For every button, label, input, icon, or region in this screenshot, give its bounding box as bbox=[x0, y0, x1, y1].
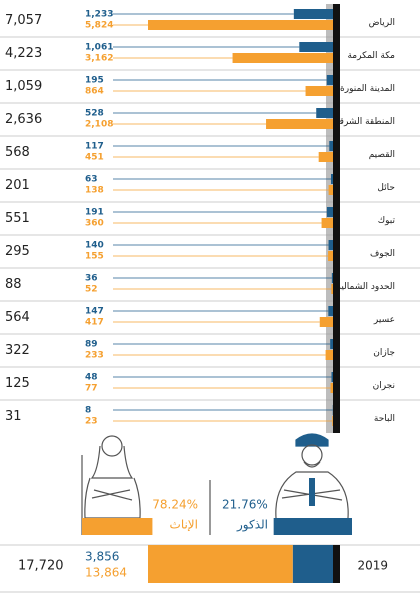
value-label: 155 bbox=[85, 252, 104, 262]
region-label: نجران bbox=[373, 381, 395, 391]
male-total: 3,856 bbox=[85, 550, 119, 564]
bar bbox=[325, 350, 333, 360]
value-label: 52 bbox=[85, 285, 98, 295]
bar bbox=[326, 75, 333, 85]
bar bbox=[232, 53, 333, 63]
bar bbox=[330, 339, 333, 349]
value-label: 417 bbox=[85, 318, 104, 328]
region-total: 564 bbox=[5, 310, 30, 325]
bar bbox=[328, 240, 333, 250]
value-label: 2,108 bbox=[85, 120, 113, 130]
value-label: 5,824 bbox=[85, 21, 113, 31]
value-label: 63 bbox=[85, 175, 98, 185]
bar bbox=[316, 108, 333, 118]
bar bbox=[326, 207, 333, 217]
value-label: 1,061 bbox=[85, 43, 113, 53]
value-label: 36 bbox=[85, 274, 98, 284]
region-total: 1,059 bbox=[5, 79, 42, 94]
value-label: 89 bbox=[85, 340, 98, 350]
baseline bbox=[333, 4, 340, 433]
region-total: 551 bbox=[5, 211, 30, 226]
value-label: 48 bbox=[85, 373, 98, 383]
region-label: الرياض bbox=[369, 18, 395, 28]
bar bbox=[330, 383, 333, 393]
region-total: 201 bbox=[5, 178, 30, 193]
region-total: 568 bbox=[5, 145, 30, 160]
region-total: 4,223 bbox=[5, 46, 42, 61]
value-label: 528 bbox=[85, 109, 104, 119]
value-label: 140 bbox=[85, 241, 104, 251]
male-share: 21.76% bbox=[222, 498, 268, 512]
region-total: 31 bbox=[5, 409, 22, 424]
year: 2019 bbox=[357, 559, 388, 573]
value-label: 864 bbox=[85, 87, 104, 97]
value-label: 233 bbox=[85, 351, 104, 361]
value-label: 8 bbox=[85, 406, 91, 416]
value-label: 451 bbox=[85, 153, 104, 163]
region-label: عسير bbox=[373, 315, 395, 325]
region-label: تبوك bbox=[378, 216, 396, 226]
summary-bar bbox=[148, 545, 293, 583]
bar bbox=[331, 372, 333, 382]
region-label: جازان bbox=[373, 348, 395, 358]
bar bbox=[321, 218, 333, 228]
value-label: 77 bbox=[85, 384, 98, 394]
bar bbox=[148, 20, 333, 30]
region-total: 88 bbox=[5, 277, 22, 292]
share-block bbox=[82, 518, 153, 535]
region-total: 7,057 bbox=[5, 13, 42, 28]
bar bbox=[330, 174, 333, 184]
man-figure bbox=[275, 433, 349, 519]
region-label: القصيم bbox=[369, 150, 395, 160]
value-label: 191 bbox=[85, 208, 104, 218]
value-label: 138 bbox=[85, 186, 104, 196]
bar bbox=[328, 251, 333, 261]
region-label: مكة المكرمة bbox=[347, 51, 395, 61]
female-total: 13,864 bbox=[85, 566, 127, 580]
region-total: 2,636 bbox=[5, 112, 42, 127]
value-label: 3,162 bbox=[85, 54, 113, 64]
summary-bar bbox=[292, 545, 333, 583]
share-block bbox=[273, 518, 352, 535]
region-label: الحدود الشمالية bbox=[337, 282, 396, 292]
bar bbox=[328, 306, 333, 316]
region-label: حائل bbox=[377, 183, 395, 193]
bar bbox=[318, 152, 333, 162]
region-label: الجوف bbox=[370, 249, 395, 259]
region-label: المنطقة الشرقية bbox=[332, 117, 395, 127]
value-label: 360 bbox=[85, 219, 104, 229]
bar bbox=[331, 273, 333, 283]
value-label: 1,233 bbox=[85, 10, 113, 20]
bar bbox=[328, 185, 333, 195]
bar bbox=[332, 416, 333, 426]
bar bbox=[331, 284, 333, 294]
woman-figure bbox=[84, 435, 141, 519]
region-total: 322 bbox=[5, 343, 30, 358]
female-label: الإناث bbox=[170, 518, 198, 532]
summary-baseline bbox=[333, 545, 340, 583]
bar bbox=[319, 317, 333, 327]
region-total: 125 bbox=[5, 376, 30, 391]
region-total: 295 bbox=[5, 244, 30, 259]
male-label: الذكور bbox=[236, 518, 268, 533]
female-share: 78.24% bbox=[152, 498, 198, 512]
bar bbox=[266, 119, 333, 129]
region-label: المدينة المنورة bbox=[340, 84, 395, 94]
grand-total: 17,720 bbox=[18, 559, 64, 574]
region-label: الباحة bbox=[374, 414, 395, 424]
value-label: 117 bbox=[85, 142, 104, 152]
bar bbox=[329, 141, 333, 151]
bar bbox=[305, 86, 333, 96]
value-label: 147 bbox=[85, 307, 104, 317]
value-label: 23 bbox=[85, 417, 98, 427]
value-label: 195 bbox=[85, 76, 104, 86]
bar bbox=[299, 42, 333, 52]
bar bbox=[293, 9, 333, 19]
